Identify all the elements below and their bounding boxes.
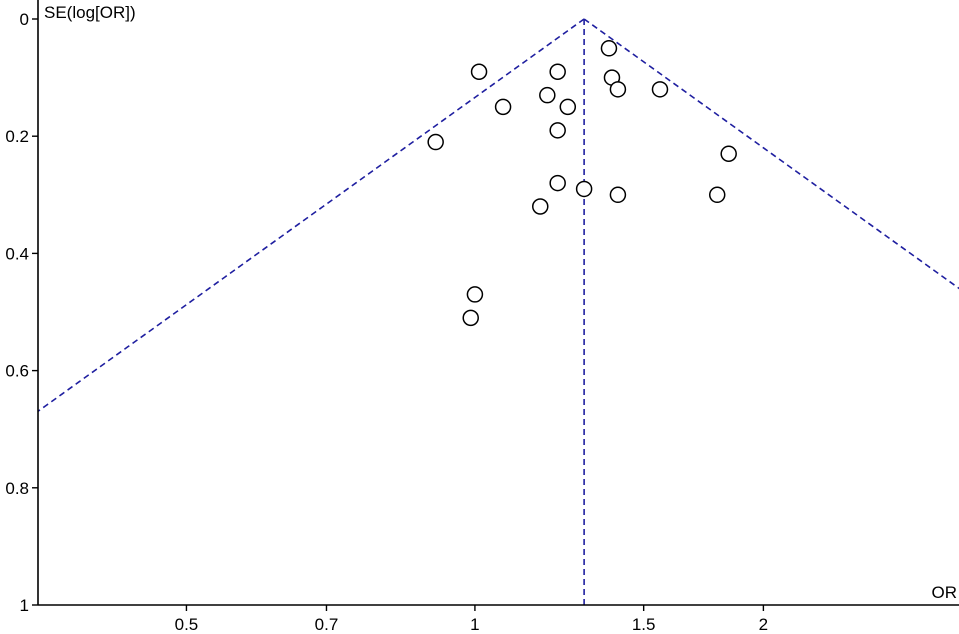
funnel-right-boundary-line [583, 18, 959, 290]
study-point [466, 286, 484, 303]
study-point [539, 86, 556, 104]
x-axis-ticks: 0.5 0.7 1 1.5 2 [175, 605, 768, 634]
study-point [609, 81, 627, 98]
y-tick-label: 0.8 [5, 479, 29, 498]
study-point [600, 40, 618, 57]
study-point [559, 98, 577, 116]
study-point [462, 309, 479, 327]
study-point [651, 81, 669, 98]
study-point [532, 198, 549, 215]
study-point [549, 122, 566, 139]
funnel-reference-lines [38, 18, 959, 605]
study-point [549, 174, 566, 192]
x-tick-label: 2 [759, 615, 768, 634]
study-point [575, 180, 593, 198]
study-points [427, 40, 737, 327]
x-tick-label: 0.7 [315, 615, 339, 634]
y-tick-label: 0.2 [5, 127, 29, 146]
y-tick-label: 0.4 [5, 244, 29, 263]
study-point [549, 63, 566, 80]
study-point [708, 186, 726, 204]
x-tick-label: 1 [470, 615, 479, 634]
y-axis-title: SE(log[OR]) [44, 3, 136, 22]
x-tick-label: 0.5 [175, 615, 199, 634]
x-tick-label: 1.5 [632, 615, 656, 634]
y-axis-ticks: 0 0.2 0.4 0.6 0.8 1 [5, 10, 38, 615]
study-point [470, 63, 488, 80]
study-point [720, 145, 737, 163]
study-point [494, 98, 512, 116]
x-axis-title: OR [932, 583, 958, 602]
study-point [609, 186, 627, 204]
y-tick-label: 1 [20, 596, 29, 615]
y-tick-label: 0.6 [5, 362, 29, 381]
y-tick-label: 0 [20, 10, 29, 29]
funnel-left-boundary-line [38, 18, 585, 413]
study-point [427, 133, 444, 151]
axes: 0 0.2 0.4 0.6 0.8 1 0.5 0.7 1 1.5 2 SE(log[OR]) O… [5, 0, 959, 634]
